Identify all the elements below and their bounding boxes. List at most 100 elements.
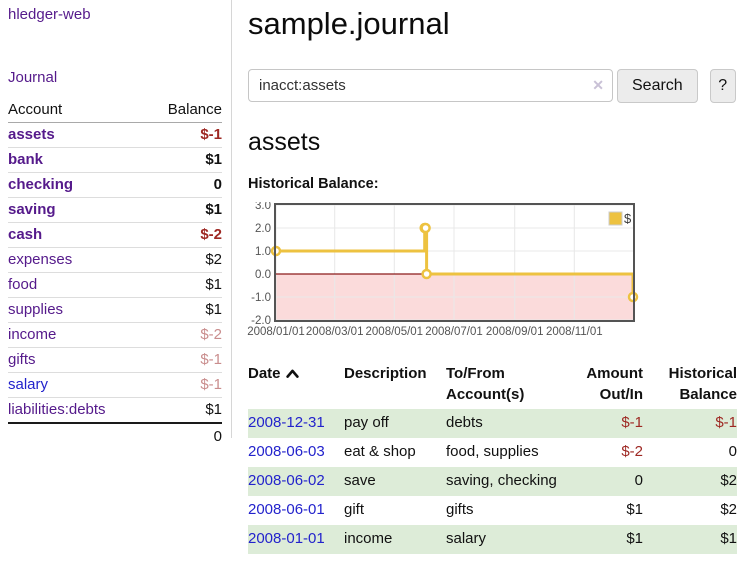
sidebar-account-link[interactable]: gifts: [8, 351, 36, 368]
transaction-accounts: saving, checking: [446, 472, 557, 489]
accounts-total-value: 0: [115, 422, 222, 449]
transaction-description: save: [344, 472, 376, 489]
historical-balance-chart[interactable]: $3.0 2.0 1.0 0.0 -1.0 -2.0 2008/01/01 2008/03/0…: [243, 202, 742, 340]
account-balance: $-1: [115, 372, 222, 398]
transaction-description: pay off: [344, 414, 389, 431]
transaction-description: gift: [344, 501, 365, 518]
svg-text:2008/09/01: 2008/09/01: [486, 326, 544, 338]
transaction-amount: $-1: [621, 414, 643, 431]
transaction-row: 2008-12-31 pay off debts $-1 $-1: [248, 409, 737, 438]
chart-title: Historical Balance:: [248, 176, 379, 192]
account-balance: $-2: [115, 322, 222, 348]
account-balance: 0: [115, 172, 222, 198]
account-heading: assets: [248, 128, 321, 156]
header-accounts[interactable]: To/From Account(s): [446, 365, 525, 403]
page-title: sample.journal: [248, 6, 450, 41]
transaction-date-link[interactable]: 2008-06-02: [248, 472, 325, 489]
search-button[interactable]: Search: [617, 69, 698, 103]
account-balance: $-1: [200, 126, 222, 143]
sidebar-account-link[interactable]: checking: [8, 176, 74, 193]
clear-search-icon[interactable]: ✕: [592, 77, 604, 93]
transaction-balance: $2: [720, 472, 737, 489]
account-row: supplies $1: [8, 297, 222, 323]
transaction-row: 2008-06-01 gift gifts $1 $2: [248, 496, 737, 525]
header-balance[interactable]: Historical Balance: [668, 365, 737, 403]
transaction-date-cell: 2008-06-02: [248, 467, 344, 496]
sidebar-account-link[interactable]: salary: [8, 376, 49, 393]
transaction-accounts: debts: [446, 414, 483, 431]
transactions-header-row: Date Description To/From Account(s) Amoun…: [248, 363, 737, 409]
transaction-description: eat & shop: [344, 443, 416, 460]
account-balance: $2: [115, 247, 222, 273]
account-balance: $1: [115, 197, 222, 223]
svg-text:-1.0: -1.0: [251, 292, 271, 304]
sidebar: hledger-web Journal Account Balance asse…: [0, 0, 232, 449]
transaction-date-cell: 2008-06-01: [248, 496, 344, 525]
transaction-balance: 0: [728, 443, 737, 460]
svg-text:2008/07/01: 2008/07/01: [425, 326, 483, 338]
transaction-date-link[interactable]: 2008-06-01: [248, 501, 325, 518]
accounts-total-row: 0: [8, 422, 222, 449]
transaction-accounts: salary: [446, 530, 487, 547]
sidebar-account-link[interactable]: assets: [8, 126, 55, 143]
transaction-amount: $1: [626, 501, 643, 518]
sidebar-account-link[interactable]: food: [8, 276, 38, 293]
transaction-date-link[interactable]: 2008-06-03: [248, 443, 325, 460]
account-balance: $1: [115, 397, 222, 423]
sidebar-account-link[interactable]: income: [8, 326, 57, 343]
svg-text:0.0: 0.0: [255, 269, 271, 281]
sort-ascending-icon: [285, 363, 299, 384]
transaction-row: 2008-06-03 eat & shop food, supplies $-2 0: [248, 438, 737, 467]
transaction-amount: $-2: [621, 443, 643, 460]
transaction-date-cell: 2008-12-31: [248, 409, 344, 438]
transaction-balance: $2: [720, 501, 737, 518]
accounts-header-row: Account Balance: [8, 99, 222, 123]
transaction-balance: $1: [720, 530, 737, 547]
svg-text:$: $: [624, 211, 632, 226]
account-balance: $-2: [115, 222, 222, 248]
header-date[interactable]: Date: [248, 363, 344, 409]
svg-text:1.0: 1.0: [255, 246, 271, 258]
account-row: salary $-1: [8, 372, 222, 398]
account-row: gifts $-1: [8, 347, 222, 373]
search-input[interactable]: [248, 69, 613, 102]
account-balance: $1: [115, 272, 222, 298]
sidebar-journal-link[interactable]: Journal: [8, 69, 58, 86]
sidebar-account-link[interactable]: supplies: [8, 301, 64, 318]
sidebar-account-link[interactable]: liabilities:debts: [8, 401, 106, 418]
accounts-header-account: Account: [8, 99, 115, 123]
account-row: bank $1: [8, 147, 222, 173]
svg-text:2008/05/01: 2008/05/01: [366, 326, 424, 338]
sidebar-account-link[interactable]: bank: [8, 151, 44, 168]
account-row: saving $1: [8, 197, 222, 223]
app-title-link[interactable]: hledger-web: [8, 6, 91, 23]
transaction-balance: $-1: [715, 414, 737, 431]
account-row: checking 0: [8, 172, 222, 198]
transaction-row: 2008-06-02 save saving, checking 0 $2: [248, 467, 737, 496]
transaction-row: 2008-01-01 income salary $1 $1: [248, 525, 737, 554]
account-row: food $1: [8, 272, 222, 298]
search-form: ✕ Search ?: [248, 69, 737, 103]
transaction-amount: $1: [626, 530, 643, 547]
account-balance: $1: [115, 297, 222, 323]
help-button[interactable]: ?: [709, 69, 736, 103]
header-description[interactable]: Description: [344, 365, 427, 382]
transactions-table: Date Description To/From Account(s) Amoun…: [248, 363, 737, 554]
account-row: assets $-1: [8, 123, 222, 148]
svg-text:2008/11/01: 2008/11/01: [546, 326, 603, 338]
sidebar-account-link[interactable]: cash: [8, 226, 43, 243]
search-box: ✕: [248, 69, 613, 103]
sidebar-account-link[interactable]: saving: [8, 201, 56, 218]
header-amount[interactable]: Amount Out/In: [586, 365, 643, 403]
svg-text:3.0: 3.0: [255, 202, 271, 212]
transaction-description: income: [344, 530, 393, 547]
svg-text:2008/01/01: 2008/01/01: [247, 326, 305, 338]
transaction-date-link[interactable]: 2008-12-31: [248, 414, 325, 431]
sidebar-account-link[interactable]: expenses: [8, 251, 73, 268]
transaction-date-link[interactable]: 2008-01-01: [248, 530, 325, 547]
svg-text:-2.0: -2.0: [251, 315, 271, 327]
svg-text:2.0: 2.0: [255, 223, 271, 235]
accounts-table: Account Balance assets $-1 bank $1 checking 0…: [8, 99, 222, 449]
